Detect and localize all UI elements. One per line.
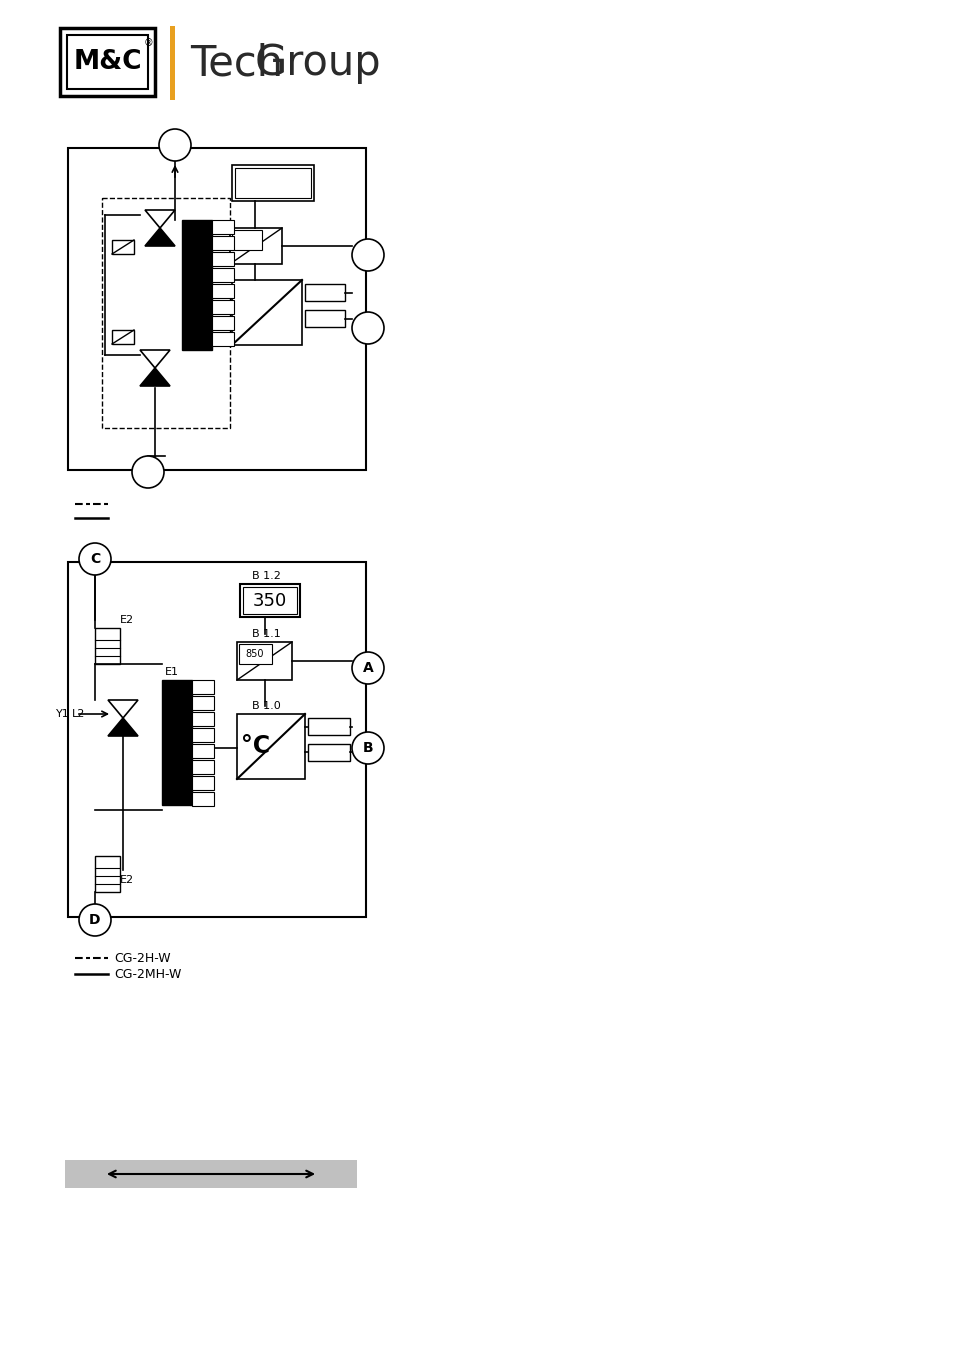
Bar [239, 644, 272, 664]
Polygon shape [108, 701, 138, 718]
Bar [192, 760, 213, 774]
Bar [192, 776, 213, 790]
Text: °C: °C [241, 734, 271, 757]
Bar [236, 714, 305, 779]
Bar [212, 252, 233, 266]
Bar [68, 562, 366, 917]
Text: CG-2H-W: CG-2H-W [113, 952, 171, 964]
Text: 850: 850 [246, 649, 264, 659]
Bar [95, 628, 120, 664]
Bar [192, 792, 213, 806]
Bar [67, 35, 148, 89]
Text: E1: E1 [165, 667, 179, 676]
Circle shape [132, 456, 164, 487]
Polygon shape [145, 228, 174, 246]
Bar [212, 269, 233, 282]
Text: E2: E2 [120, 875, 134, 886]
Text: L2: L2 [71, 709, 85, 720]
Bar [308, 286, 344, 298]
Bar [192, 680, 213, 694]
Bar [234, 167, 311, 198]
Text: 350: 350 [253, 593, 287, 610]
Text: Y1: Y1 [56, 709, 70, 720]
Text: CG-2MH-W: CG-2MH-W [113, 968, 181, 980]
Circle shape [79, 904, 111, 936]
Bar [308, 744, 350, 761]
Bar [65, 1160, 356, 1188]
Text: E2: E2 [120, 616, 134, 625]
Bar [95, 856, 120, 892]
Bar [240, 585, 299, 617]
Circle shape [352, 312, 384, 344]
Bar [311, 720, 349, 733]
Bar [60, 28, 154, 96]
Bar [192, 697, 213, 710]
Bar [192, 744, 213, 757]
Bar [182, 220, 212, 350]
Text: B 1.1: B 1.1 [252, 629, 280, 639]
Bar [305, 310, 345, 327]
Bar [102, 198, 230, 428]
Bar [192, 728, 213, 743]
Circle shape [352, 652, 384, 684]
Bar [162, 680, 192, 805]
Bar [243, 587, 296, 614]
Polygon shape [140, 350, 170, 369]
Bar [305, 284, 345, 301]
Bar [232, 165, 314, 201]
Circle shape [352, 239, 384, 271]
Text: B 1.2: B 1.2 [252, 571, 280, 580]
Bar [68, 148, 366, 470]
Bar [236, 643, 292, 680]
Bar [212, 300, 233, 315]
Text: B: B [362, 741, 373, 755]
Bar [192, 711, 213, 726]
Bar [230, 228, 282, 265]
Bar [212, 220, 233, 234]
Text: D: D [90, 913, 101, 927]
Polygon shape [108, 718, 138, 736]
Bar [112, 240, 133, 254]
Text: C: C [90, 552, 100, 566]
Bar [212, 316, 233, 329]
Text: Group: Group [254, 42, 381, 84]
Text: B 1.0: B 1.0 [252, 701, 280, 711]
Bar [212, 284, 233, 298]
Bar [212, 332, 233, 346]
Bar [112, 329, 133, 344]
Bar [170, 26, 174, 100]
Circle shape [79, 543, 111, 575]
Bar [308, 718, 350, 734]
Text: Tech: Tech [190, 42, 283, 84]
Polygon shape [140, 369, 170, 386]
Text: M&C: M&C [73, 49, 142, 76]
Bar [232, 230, 262, 250]
Text: ®: ® [144, 38, 153, 49]
Bar [232, 279, 302, 346]
Circle shape [159, 130, 191, 161]
Bar [212, 236, 233, 250]
Text: A: A [362, 662, 373, 675]
Bar [308, 312, 344, 325]
Bar [311, 747, 349, 759]
Polygon shape [145, 211, 174, 228]
Circle shape [352, 732, 384, 764]
